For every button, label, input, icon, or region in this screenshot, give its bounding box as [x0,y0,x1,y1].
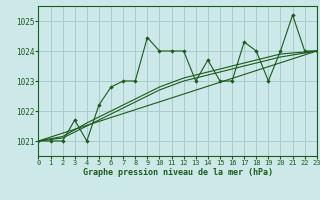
X-axis label: Graphe pression niveau de la mer (hPa): Graphe pression niveau de la mer (hPa) [83,168,273,177]
